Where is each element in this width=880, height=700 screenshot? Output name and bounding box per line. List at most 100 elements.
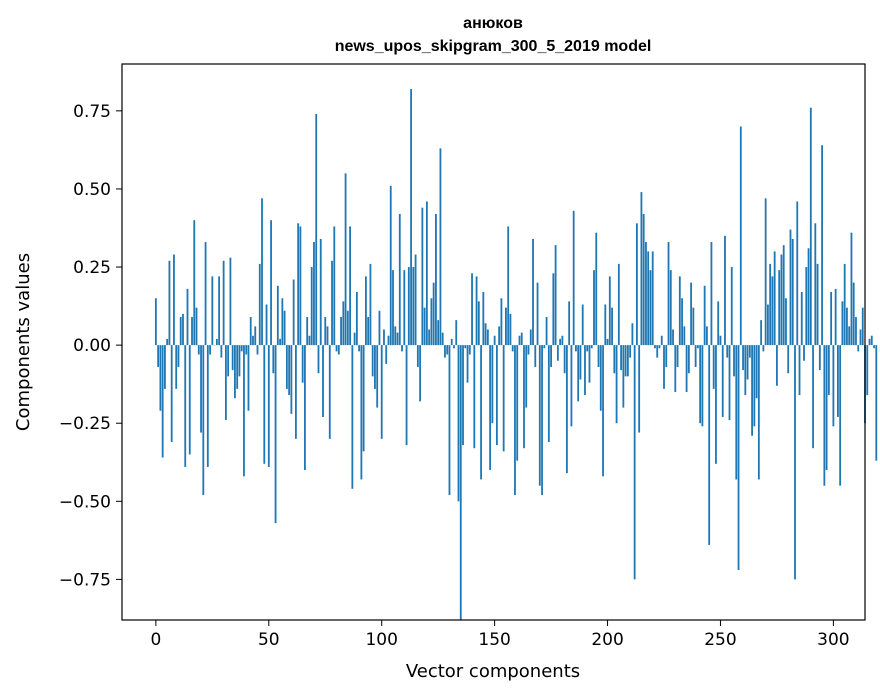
bar — [697, 345, 699, 348]
bar — [767, 305, 769, 346]
bar — [519, 336, 521, 345]
bar — [257, 345, 259, 354]
bar — [600, 345, 602, 411]
x-axis-label: Vector components — [406, 661, 580, 682]
bar — [333, 226, 335, 345]
bar — [446, 345, 448, 354]
bar — [505, 308, 507, 345]
bar — [625, 345, 627, 376]
bar — [851, 233, 853, 345]
bar — [550, 345, 552, 367]
bar — [250, 317, 252, 345]
bar — [503, 345, 505, 451]
bar — [184, 345, 186, 467]
bar — [442, 333, 444, 345]
y-tick-label: 0.25 — [73, 258, 111, 278]
bar — [760, 320, 762, 345]
bar — [218, 276, 220, 345]
bar — [162, 345, 164, 457]
bar — [875, 345, 877, 461]
bar — [794, 345, 796, 579]
bar — [406, 345, 408, 445]
bar — [318, 345, 320, 373]
bar — [272, 345, 274, 373]
bar — [799, 345, 801, 395]
bar — [735, 345, 737, 479]
bar — [819, 345, 821, 370]
bar — [814, 223, 816, 345]
bar — [701, 345, 703, 426]
bar — [211, 276, 213, 345]
bar — [534, 345, 536, 367]
bar — [706, 326, 708, 345]
bar — [302, 345, 304, 382]
bar — [803, 345, 805, 361]
bar — [808, 248, 810, 345]
bar — [810, 108, 812, 345]
bar — [842, 301, 844, 345]
bar — [611, 308, 613, 345]
bar — [575, 345, 577, 351]
bar — [193, 220, 195, 345]
bar — [191, 317, 193, 345]
y-tick-label: 0.75 — [73, 102, 111, 122]
bar — [679, 276, 681, 345]
bar — [236, 345, 238, 389]
bar — [419, 345, 421, 401]
bar — [717, 301, 719, 345]
bar — [430, 298, 432, 345]
bar — [722, 345, 724, 417]
bar — [762, 345, 764, 351]
bar — [582, 305, 584, 346]
bar — [839, 345, 841, 486]
bar — [631, 323, 633, 345]
bar — [290, 345, 292, 414]
bar — [370, 264, 372, 345]
bar — [358, 345, 360, 351]
bar — [699, 345, 701, 423]
bar — [473, 345, 475, 448]
bar — [354, 333, 356, 345]
bar — [394, 326, 396, 345]
bar — [855, 317, 857, 345]
x-tick-label: 100 — [365, 630, 397, 650]
bar — [471, 273, 473, 345]
bar — [580, 345, 582, 379]
bar — [541, 345, 543, 495]
bar — [476, 276, 478, 345]
y-axis-label: Components values — [13, 253, 34, 431]
bar — [480, 345, 482, 479]
bar — [756, 345, 758, 398]
bar — [753, 345, 755, 426]
bar — [297, 223, 299, 345]
bar — [823, 345, 825, 486]
bar — [401, 345, 403, 351]
bar — [347, 311, 349, 345]
bar — [539, 345, 541, 486]
bar — [731, 267, 733, 345]
bar — [738, 345, 740, 570]
bar — [300, 226, 302, 345]
bar — [774, 251, 776, 345]
bar — [708, 345, 710, 545]
bar — [609, 276, 611, 345]
bar — [455, 320, 457, 345]
bar — [462, 345, 464, 445]
x-tick-label: 300 — [817, 630, 849, 650]
bar — [388, 336, 390, 345]
bar — [674, 345, 676, 392]
bar — [832, 345, 834, 426]
bar — [645, 242, 647, 345]
bar — [618, 264, 620, 345]
bar — [821, 145, 823, 345]
chart-subtitle: news_upos_skipgram_300_5_2019 model — [335, 38, 652, 55]
bar — [309, 336, 311, 345]
x-tick-label: 50 — [258, 630, 280, 650]
bar — [467, 345, 469, 382]
bar — [286, 345, 288, 389]
bar — [261, 198, 263, 345]
bar — [686, 345, 688, 392]
bar — [171, 345, 173, 442]
